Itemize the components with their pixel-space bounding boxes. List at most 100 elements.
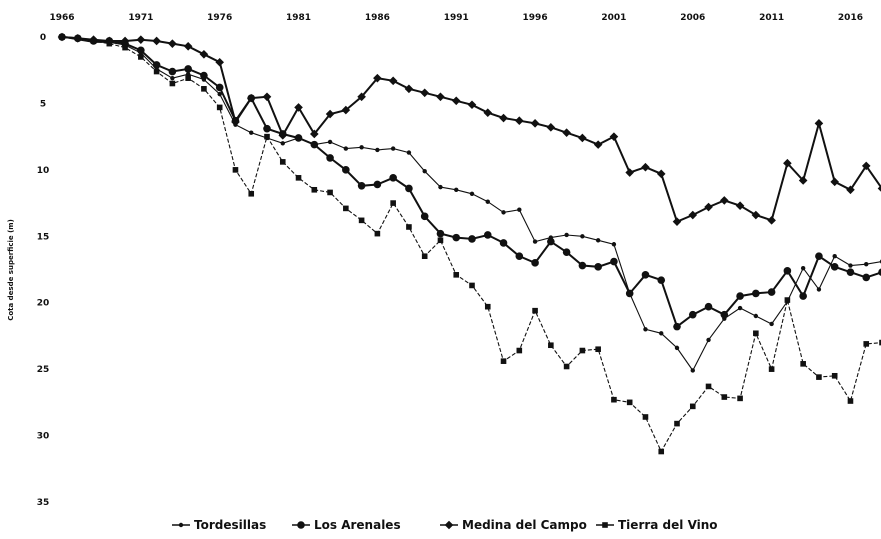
x-tick-label: 1986: [365, 13, 390, 23]
data-point: [735, 201, 745, 211]
x-tick-label: 1996: [523, 13, 548, 23]
data-point: [484, 303, 491, 310]
data-point: [877, 185, 881, 192]
data-point: [420, 212, 429, 221]
data-point: [201, 86, 207, 92]
data-point: [814, 119, 824, 128]
data-point: [294, 103, 303, 112]
y-tick-label: 30: [37, 432, 50, 442]
legend-marker-icon: [178, 522, 184, 528]
data-point: [262, 92, 272, 102]
series-tordesillas: [59, 34, 881, 373]
data-point: [562, 128, 571, 137]
data-point: [342, 166, 350, 174]
data-point: [358, 217, 365, 224]
data-point: [279, 159, 286, 165]
data-point: [720, 310, 729, 319]
data-point: [168, 67, 177, 76]
data-point: [516, 347, 523, 354]
data-point: [152, 61, 161, 69]
y-tick-label: 10: [37, 166, 50, 176]
data-point: [673, 322, 681, 331]
data-point: [74, 35, 81, 42]
data-point: [689, 403, 696, 410]
legend-item: Medina del Campo: [440, 518, 587, 532]
data-point: [501, 210, 506, 215]
data-point: [357, 182, 366, 190]
data-point: [769, 321, 774, 327]
data-point: [420, 88, 429, 98]
data-point: [169, 80, 176, 87]
data-point: [611, 396, 617, 403]
legend: Tordesillas Los Arenales Medina del Campo T…: [172, 518, 718, 532]
data-point: [327, 139, 333, 145]
data-point: [864, 261, 869, 267]
data-point: [579, 347, 586, 354]
data-point: [152, 36, 161, 46]
data-point: [469, 191, 475, 196]
data-point: [546, 123, 556, 132]
data-point: [326, 154, 334, 162]
data-point: [422, 168, 427, 174]
data-point: [341, 105, 351, 115]
data-point: [532, 239, 538, 244]
data-point: [406, 150, 412, 155]
data-point: [753, 330, 759, 337]
x-tick-label: 1991: [444, 13, 469, 23]
data-point: [879, 339, 881, 346]
data-point: [215, 57, 224, 67]
x-tick-label: 1976: [207, 13, 232, 23]
y-tick-label: 35: [37, 498, 50, 508]
data-point: [515, 116, 524, 125]
data-point: [232, 167, 239, 173]
data-point: [861, 161, 871, 171]
data-point: [595, 346, 601, 353]
data-point: [136, 35, 146, 44]
x-tick-label: 2011: [759, 13, 784, 23]
data-point: [830, 263, 839, 271]
data-point: [120, 36, 130, 46]
data-point: [548, 342, 554, 349]
data-point: [373, 73, 382, 83]
y-tick-label: 20: [37, 299, 50, 309]
axis-layer: 1966 1971 1976 1981 1986 1991 1996 2001 2006 2011…: [7, 13, 863, 508]
data-point: [863, 341, 870, 347]
data-point: [674, 345, 680, 351]
data-point: [404, 84, 414, 94]
data-point: [185, 72, 191, 77]
series-tierra-del-vino: [59, 34, 881, 455]
data-point: [436, 229, 445, 238]
data-point: [170, 75, 175, 81]
data-point: [643, 327, 648, 332]
data-point: [564, 232, 569, 238]
x-tick-label: 2016: [838, 13, 863, 23]
data-point: [311, 186, 318, 193]
data-point: [437, 237, 444, 244]
data-point: [626, 399, 633, 406]
data-point: [704, 202, 713, 212]
data-point: [656, 169, 666, 179]
data-point: [483, 231, 492, 239]
data-point: [578, 261, 587, 270]
data-point: [816, 374, 822, 380]
y-tick-label: 15: [37, 232, 50, 242]
data-point: [231, 117, 240, 127]
data-point: [327, 189, 333, 196]
data-point: [217, 91, 222, 97]
data-point: [249, 130, 254, 135]
legend-label: Medina del Campo: [462, 518, 587, 532]
data-point: [168, 39, 177, 48]
data-point: [375, 147, 380, 153]
data-point: [500, 358, 507, 364]
data-point: [310, 129, 319, 139]
legend-label: Los Arenales: [314, 518, 401, 532]
data-point: [846, 268, 855, 276]
data-point: [515, 252, 524, 261]
data-point: [593, 140, 603, 149]
data-point: [185, 75, 191, 81]
x-tick-label: 1971: [128, 13, 153, 23]
data-point: [215, 83, 224, 92]
data-point: [183, 42, 193, 51]
data-point: [562, 248, 571, 257]
